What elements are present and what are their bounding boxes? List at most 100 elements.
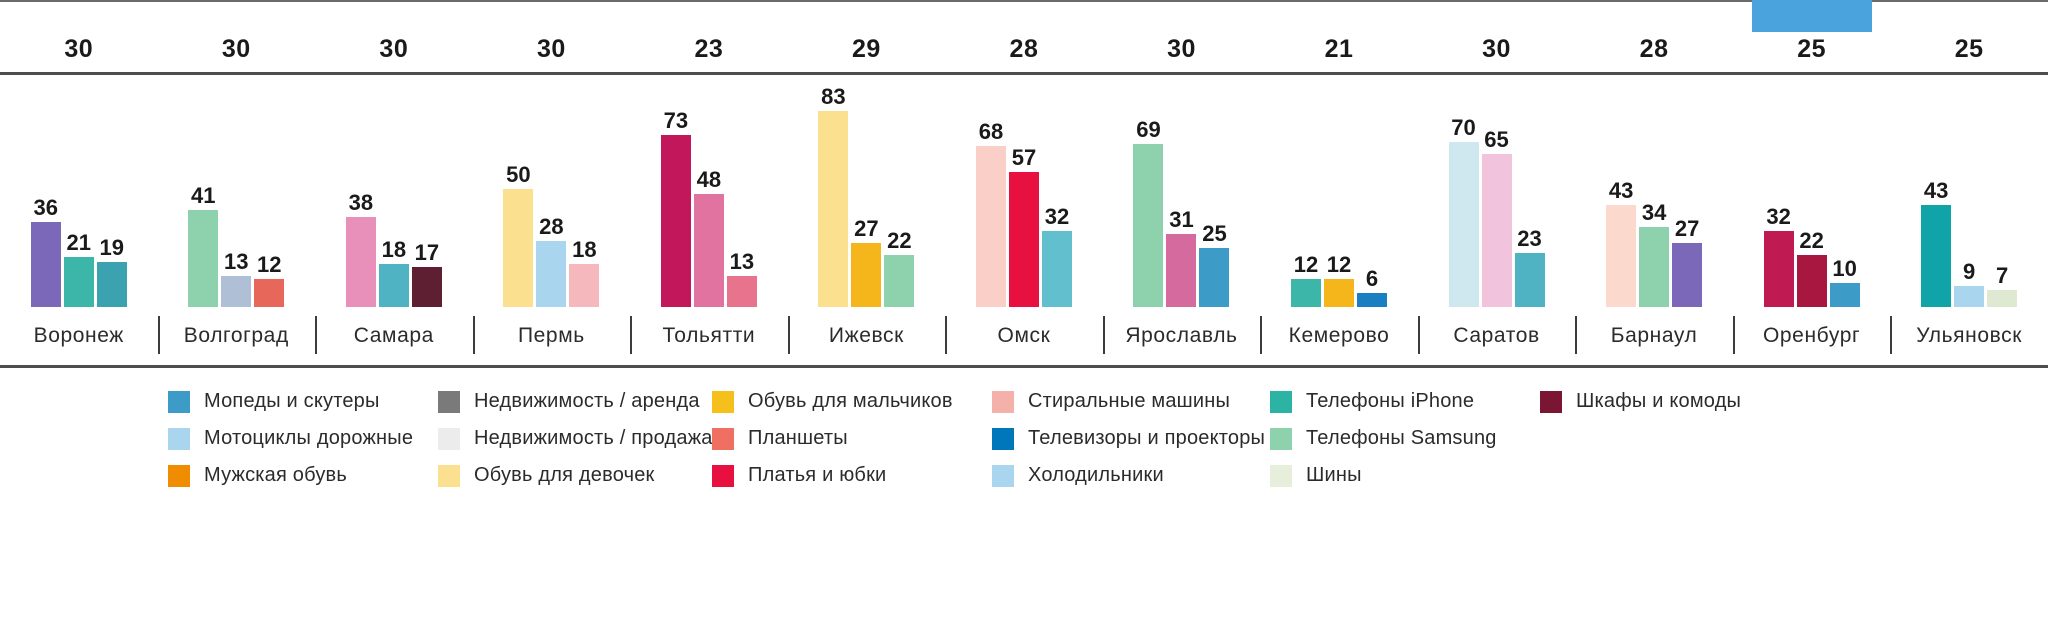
bar-column[interactable]: 13	[726, 75, 757, 307]
bar-column[interactable]: 7	[1987, 75, 2018, 307]
bar-column[interactable]: 6	[1357, 75, 1388, 307]
bar[interactable]	[1357, 293, 1388, 307]
legend-item[interactable]: Платья и юбки	[712, 464, 974, 487]
bar-column[interactable]: 73	[660, 75, 691, 307]
legend-item[interactable]: Мужская обувь	[168, 464, 420, 487]
bar[interactable]	[1481, 154, 1512, 307]
bar[interactable]	[254, 279, 285, 307]
bar-column[interactable]: 27	[1672, 75, 1703, 307]
bar-column[interactable]: 13	[221, 75, 252, 307]
bar-column[interactable]: 18	[378, 75, 409, 307]
bar[interactable]	[1763, 231, 1794, 307]
bar-column[interactable]: 68	[975, 75, 1006, 307]
bar-column[interactable]: 12	[1324, 75, 1355, 307]
bar-value-label: 6	[1365, 266, 1379, 291]
bar[interactable]	[1639, 227, 1670, 307]
bar[interactable]	[345, 217, 376, 307]
legend-item[interactable]: Телефоны iPhone	[1270, 390, 1522, 413]
bar-column[interactable]: 10	[1829, 75, 1860, 307]
legend-item[interactable]: Стиральные машины	[992, 390, 1252, 413]
bar-column[interactable]: 36	[30, 75, 61, 307]
bar[interactable]	[660, 135, 691, 307]
bar[interactable]	[1672, 243, 1703, 307]
legend-item[interactable]: Обувь для мальчиков	[712, 390, 974, 413]
bar-column[interactable]: 57	[1008, 75, 1039, 307]
bar-column[interactable]: 27	[851, 75, 882, 307]
bar-column[interactable]: 18	[569, 75, 600, 307]
bar-column[interactable]: 22	[1796, 75, 1827, 307]
bar[interactable]	[569, 264, 600, 307]
bar-column[interactable]: 25	[1199, 75, 1230, 307]
bar-column[interactable]: 43	[1921, 75, 1952, 307]
legend-item[interactable]: Телевизоры и проекторы	[992, 427, 1265, 450]
bar-column[interactable]: 31	[1166, 75, 1197, 307]
legend-item[interactable]: Мотоциклы дорожные	[168, 427, 420, 450]
legend-item[interactable]: Планшеты	[712, 427, 974, 450]
bar[interactable]	[378, 264, 409, 307]
category-label: Воронеж	[33, 324, 124, 347]
bar[interactable]	[1987, 290, 2018, 307]
legend-item[interactable]: Обувь для девочек	[438, 464, 694, 487]
bar[interactable]	[96, 262, 127, 307]
bar[interactable]	[188, 210, 219, 307]
bar[interactable]	[503, 189, 534, 307]
bar[interactable]	[1954, 286, 1985, 307]
bar[interactable]	[1514, 253, 1545, 307]
bar[interactable]	[1921, 205, 1952, 307]
bar[interactable]	[1448, 142, 1479, 307]
bar[interactable]	[63, 257, 94, 307]
bar[interactable]	[1291, 279, 1322, 307]
category-separator	[315, 316, 318, 354]
bar-column[interactable]: 50	[503, 75, 534, 307]
bar-column[interactable]: 12	[1291, 75, 1322, 307]
legend-item[interactable]: Телефоны Samsung	[1270, 427, 1522, 450]
bar[interactable]	[221, 276, 252, 307]
bar[interactable]	[1796, 255, 1827, 307]
bar[interactable]	[726, 276, 757, 307]
bar-column[interactable]: 32	[1041, 75, 1072, 307]
bar-column[interactable]: 48	[693, 75, 724, 307]
bar-column[interactable]: 41	[188, 75, 219, 307]
bar-column[interactable]: 69	[1133, 75, 1164, 307]
bar-column[interactable]: 28	[536, 75, 567, 307]
bar-column[interactable]: 9	[1954, 75, 1985, 307]
bar[interactable]	[1133, 144, 1164, 307]
bar-column[interactable]: 22	[884, 75, 915, 307]
bar[interactable]	[1324, 279, 1355, 307]
bar[interactable]	[851, 243, 882, 307]
total-cell: 25	[1733, 0, 1891, 72]
bar-column[interactable]: 70	[1448, 75, 1479, 307]
legend-item[interactable]: Недвижимость / аренда	[438, 390, 699, 413]
bar[interactable]	[1041, 231, 1072, 307]
legend-label: Холодильники	[1028, 464, 1164, 486]
legend-item[interactable]: Шины	[1270, 464, 1522, 487]
bar[interactable]	[693, 194, 724, 307]
bar-column[interactable]: 17	[411, 75, 442, 307]
bar-column[interactable]: 21	[63, 75, 94, 307]
bar[interactable]	[884, 255, 915, 307]
bar-value-label: 22	[1799, 228, 1824, 253]
bar[interactable]	[1829, 283, 1860, 307]
bar[interactable]	[975, 146, 1006, 307]
bar-column[interactable]: 65	[1481, 75, 1512, 307]
bar-column[interactable]: 83	[818, 75, 849, 307]
bar-column[interactable]: 34	[1639, 75, 1670, 307]
bar[interactable]	[818, 111, 849, 307]
bar[interactable]	[536, 241, 567, 307]
legend-item[interactable]: Мопеды и скутеры	[168, 390, 420, 413]
bar[interactable]	[1606, 205, 1637, 307]
bar[interactable]	[411, 267, 442, 307]
bar-column[interactable]: 12	[254, 75, 285, 307]
legend-item[interactable]: Недвижимость / продажа	[438, 427, 712, 450]
legend-item[interactable]: Холодильники	[992, 464, 1252, 487]
bar[interactable]	[1199, 248, 1230, 307]
legend-item[interactable]: Шкафы и комоды	[1540, 390, 1780, 413]
bar-column[interactable]: 19	[96, 75, 127, 307]
bar-column[interactable]: 23	[1514, 75, 1545, 307]
bar[interactable]	[1008, 172, 1039, 307]
bar-column[interactable]: 38	[345, 75, 376, 307]
bar[interactable]	[30, 222, 61, 307]
bar[interactable]	[1166, 234, 1197, 307]
bar-column[interactable]: 43	[1606, 75, 1637, 307]
bar-column[interactable]: 32	[1763, 75, 1794, 307]
